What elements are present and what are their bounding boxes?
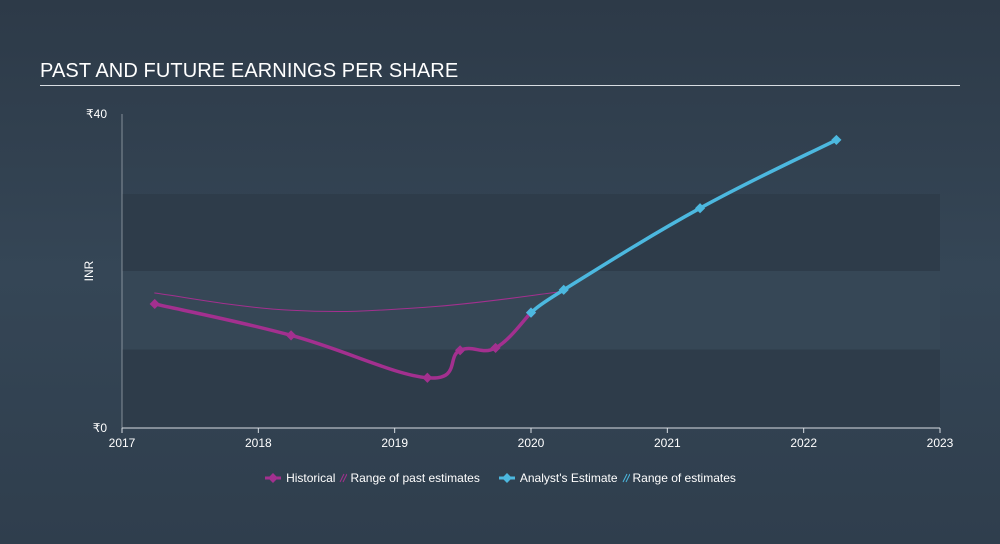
- past-range-hatch-icon: [339, 473, 348, 483]
- axes: [121, 114, 941, 433]
- x-tick-label: 2020: [518, 436, 545, 450]
- chart-title: PAST AND FUTURE EARNINGS PER SHARE: [40, 60, 459, 82]
- x-tick-label: 2022: [790, 436, 817, 450]
- historical-point-0: [149, 298, 160, 310]
- historical-point-4: [490, 342, 501, 354]
- legend-estimate-label: Analyst's Estimate: [519, 471, 618, 485]
- x-tick-label: 2018: [245, 436, 272, 450]
- legend-historical-label: Historical: [286, 471, 336, 485]
- x-tick-label: 2017: [109, 436, 136, 450]
- estimate-line: [529, 138, 839, 315]
- estimate-swatch-icon: [498, 473, 515, 483]
- x-tick-label: 2023: [927, 436, 954, 450]
- background-bands: [122, 194, 940, 428]
- y-tick-label: ₹40: [86, 107, 107, 121]
- legend-past-range-label: Range of past estimates: [350, 471, 480, 485]
- legend-estimate[interactable]: Analyst's Estimate Range of estimates: [498, 471, 736, 485]
- plot-band-0: [122, 194, 940, 271]
- historical-point-1: [285, 330, 297, 341]
- x-tick-label: 2021: [654, 436, 681, 450]
- x-tick-label: 2019: [381, 436, 408, 450]
- axis-labels: 2017 2018 2019 2020 2021 2022 2023 ₹0 ₹40 INR: [82, 107, 954, 450]
- future-range-hatch-icon: [622, 473, 630, 483]
- historical-swatch-icon: [265, 473, 282, 483]
- legend: Historical Range of past estimates Analy…: [0, 469, 1000, 487]
- y-tick-label: ₹0: [93, 421, 108, 435]
- historical-point-2: [422, 372, 433, 383]
- historical-point-3: [455, 345, 466, 356]
- y-axis-label: INR: [82, 260, 96, 281]
- series-layer: [149, 134, 842, 383]
- estimate-point-0: [525, 307, 537, 318]
- estimate-point-2: [694, 203, 706, 214]
- estimate-point-1: [558, 284, 569, 295]
- plot-band-2: [122, 349, 940, 428]
- legend-historical[interactable]: Historical Range of past estimates: [264, 471, 480, 485]
- legend-future-range-label: Range of estimates: [632, 471, 736, 485]
- past-range-line: [154, 290, 565, 313]
- title-divider: [40, 85, 960, 86]
